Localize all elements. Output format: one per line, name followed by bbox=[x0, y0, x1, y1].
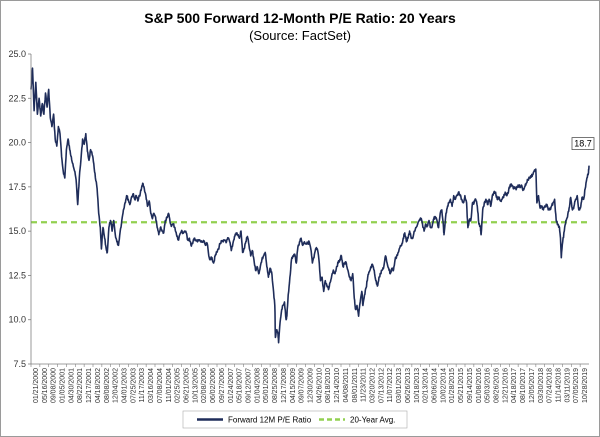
y-tick-label: 15.0 bbox=[8, 226, 26, 236]
x-tick-label: 10/18/2013 bbox=[414, 368, 421, 403]
x-tick-label: 10/02/2014 bbox=[440, 368, 447, 403]
x-tick-label: 08/22/2001 bbox=[77, 368, 84, 403]
x-tick-label: 02/13/2014 bbox=[423, 368, 430, 403]
y-tick-label: 17.5 bbox=[8, 182, 26, 192]
x-tick-label: 09/07/2009 bbox=[299, 368, 306, 403]
x-tick-label: 01/04/2008 bbox=[254, 368, 261, 403]
callout-value: 18.7 bbox=[574, 139, 592, 149]
last-value-callout: 18.7 bbox=[571, 137, 595, 151]
x-axis: 01/21/2000 05/16/2000 09/08/2000 01/05/2001… bbox=[30, 363, 589, 403]
x-tick-label: 04/18/2002 bbox=[95, 368, 102, 403]
x-tick-label: 07/24/2018 bbox=[547, 368, 554, 403]
y-tick-label: 12.5 bbox=[8, 270, 26, 280]
x-tick-label: 06/06/2014 bbox=[432, 368, 439, 403]
x-tick-label: 01/08/2016 bbox=[476, 368, 483, 403]
x-tick-label: 06/26/2013 bbox=[405, 368, 412, 403]
y-tick-label: 10.0 bbox=[8, 315, 26, 325]
x-tick-label: 12/05/2017 bbox=[529, 368, 536, 403]
x-tick-label: 12/14/2010 bbox=[334, 368, 341, 403]
x-tick-label: 10/13/2005 bbox=[192, 368, 199, 403]
x-tick-label: 06/02/2006 bbox=[210, 368, 217, 403]
x-tick-label: 08/08/2002 bbox=[104, 368, 111, 403]
x-tick-label: 08/26/2016 bbox=[494, 368, 501, 403]
series-line-pe-ratio bbox=[30, 67, 590, 344]
x-tick-label: 02/25/2005 bbox=[175, 368, 182, 403]
x-tick-label: 07/13/2012 bbox=[378, 368, 385, 403]
x-tick-label: 04/30/2001 bbox=[68, 368, 75, 403]
x-tick-label: 12/17/2008 bbox=[281, 368, 288, 403]
legend: Forward 12M P/E Ratio 20-Year Avg. bbox=[182, 410, 408, 429]
legend-label-pe-ratio: Forward 12M P/E Ratio bbox=[228, 416, 312, 425]
x-tick-label: 09/27/2006 bbox=[219, 368, 226, 403]
x-tick-label: 11/14/2018 bbox=[556, 368, 563, 403]
y-axis: 25.0 22.5 20.0 17.5 15.0 12.5 10.0 7.5 bbox=[8, 49, 32, 369]
x-tick-label: 11/23/2011 bbox=[361, 368, 368, 402]
x-tick-label: 02/08/2006 bbox=[201, 368, 208, 403]
x-tick-label: 11/07/2012 bbox=[387, 368, 394, 403]
x-tick-label: 04/26/2010 bbox=[316, 368, 323, 403]
x-tick-label: 01/05/2001 bbox=[60, 368, 67, 403]
x-tick-label: 04/18/2017 bbox=[511, 368, 518, 403]
x-tick-label: 04/01/2003 bbox=[122, 368, 129, 403]
y-tick-label: 20.0 bbox=[8, 138, 26, 148]
x-tick-label: 03/16/2004 bbox=[148, 368, 155, 403]
x-tick-label: 01/21/2000 bbox=[33, 368, 40, 403]
y-tick-label: 22.5 bbox=[8, 93, 26, 103]
callout-box bbox=[571, 137, 595, 151]
x-tick-label: 09/12/2007 bbox=[246, 368, 253, 403]
x-tick-label: 01/24/2007 bbox=[228, 368, 235, 403]
x-tick-label: 05/03/2016 bbox=[485, 368, 492, 403]
x-tick-label: 03/11/2019 bbox=[564, 368, 571, 403]
x-tick-label: 04/15/2009 bbox=[290, 368, 297, 403]
x-tick-label: 11/01/2004 bbox=[166, 368, 173, 403]
x-tick-label: 05/01/2008 bbox=[263, 368, 270, 403]
x-tick-label: 10/28/2019 bbox=[582, 368, 589, 403]
x-tick-label: 12/21/2016 bbox=[502, 368, 509, 403]
x-tick-label: 09/14/2015 bbox=[467, 368, 474, 403]
x-tick-label: 09/08/2000 bbox=[51, 368, 58, 403]
x-tick-label: 11/17/2003 bbox=[139, 368, 146, 403]
x-tick-label: 06/21/2005 bbox=[184, 368, 191, 403]
x-tick-label: 01/28/2015 bbox=[449, 368, 456, 403]
y-tick-label: 7.5 bbox=[13, 359, 26, 369]
x-tick-label: 04/08/2011 bbox=[343, 368, 350, 403]
legend-frame bbox=[182, 410, 408, 429]
x-tick-label: 07/08/2004 bbox=[157, 368, 164, 403]
chart-title: S&P 500 Forward 12-Month P/E Ratio: 20 Y… bbox=[144, 10, 456, 26]
x-tick-label: 12/17/2001 bbox=[86, 368, 93, 403]
x-tick-label: 05/18/2007 bbox=[237, 368, 244, 403]
x-tick-label: 05/21/2015 bbox=[458, 368, 465, 403]
x-tick-label: 08/18/2010 bbox=[325, 368, 332, 403]
x-tick-label: 12/30/2009 bbox=[308, 368, 315, 403]
x-tick-label: 03/01/2013 bbox=[396, 368, 403, 403]
x-tick-label: 08/10/2017 bbox=[520, 368, 527, 403]
y-tick-label: 25.0 bbox=[8, 49, 26, 59]
chart-subtitle: (Source: FactSet) bbox=[249, 28, 351, 43]
x-tick-label: 08/01/2011 bbox=[352, 368, 359, 403]
x-tick-label: 07/05/2019 bbox=[573, 368, 580, 403]
x-tick-label: 03/20/2012 bbox=[370, 368, 377, 403]
x-tick-label: 12/04/2002 bbox=[113, 368, 120, 403]
x-tick-label: 03/30/2018 bbox=[538, 368, 545, 403]
x-tick-label: 07/25/2003 bbox=[130, 368, 137, 403]
legend-label-average: 20-Year Avg. bbox=[350, 416, 395, 425]
x-tick-label: 08/25/2008 bbox=[272, 368, 279, 403]
plot-area bbox=[30, 67, 590, 344]
x-tick-label: 05/16/2000 bbox=[42, 368, 49, 403]
